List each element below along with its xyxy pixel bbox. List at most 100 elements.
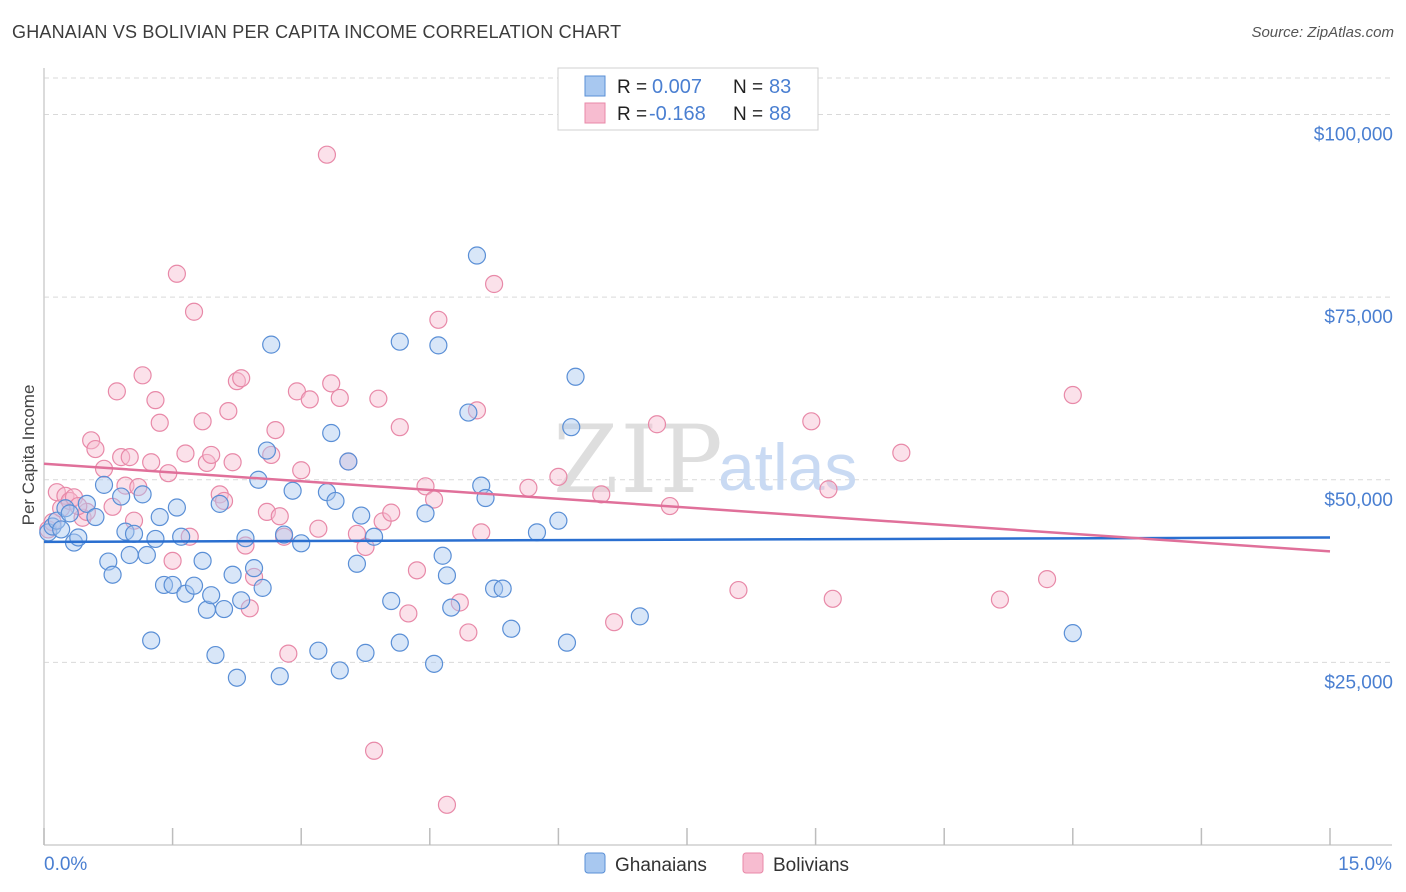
bolivians-point xyxy=(330,388,349,408)
ghanaians-point xyxy=(424,654,444,673)
stats-blue-n-label: N = xyxy=(733,77,763,98)
ghanaians-point xyxy=(493,579,512,598)
ghanaians-point xyxy=(630,607,649,626)
bolivians-point xyxy=(232,369,251,388)
ghanaians-point xyxy=(210,494,229,513)
bolivians-point xyxy=(107,382,126,401)
watermark-zip: ZIP xyxy=(553,406,725,515)
ghanaians-point xyxy=(142,631,161,650)
bolivians-point xyxy=(270,507,289,526)
ghanaians-point xyxy=(232,591,251,610)
ghanaians-point xyxy=(172,527,191,546)
ghanaians-point xyxy=(206,645,225,665)
stats-pink-n-label: N = xyxy=(733,104,763,125)
bolivians-point xyxy=(202,445,221,465)
ghanaians-point xyxy=(330,661,349,680)
trend-lines xyxy=(43,462,1331,553)
ghanaians-point xyxy=(1063,624,1082,643)
x-tick-label-min: 0.0% xyxy=(44,854,87,875)
ghanaians-point xyxy=(214,599,234,619)
ghanaians-point xyxy=(244,559,264,578)
ghanaians-points xyxy=(39,246,1082,687)
ghanaians-point xyxy=(236,529,255,548)
ghanaians-point xyxy=(146,529,165,549)
bolivians-point xyxy=(347,524,367,543)
bolivians-point xyxy=(823,589,842,608)
bolivians-point xyxy=(429,310,448,329)
ghanaians-point xyxy=(112,487,131,506)
ghanaians-point xyxy=(309,641,328,660)
ghanaians-point xyxy=(283,481,302,500)
bolivians-trend-line xyxy=(43,462,1331,553)
ghanaians-point xyxy=(227,668,246,687)
ghanaians-point xyxy=(326,491,345,511)
ghanaians-point xyxy=(77,494,96,513)
source-label: Source: ZipAtlas.com xyxy=(1251,24,1394,41)
ghanaians-point xyxy=(437,566,457,585)
y-tick-labels: $25,000 $50,000 $75,000 $100,000 xyxy=(1314,125,1393,694)
ghanaians-point xyxy=(257,441,277,460)
bolivians-point xyxy=(549,467,568,486)
x-tick-label-max: 15.0% xyxy=(1338,854,1392,875)
bolivians-point xyxy=(142,453,161,472)
ghanaians-point xyxy=(69,528,88,547)
bolivians-point xyxy=(146,391,165,410)
bolivians-point xyxy=(309,519,328,538)
legend-label-bolivians: Bolivians xyxy=(773,855,849,876)
ghanaians-point xyxy=(223,565,242,584)
y-axis-label: Per Capita Income xyxy=(19,385,38,526)
ghanaians-point xyxy=(364,527,384,546)
stats-pink-r-value: -0.168 xyxy=(649,103,706,125)
x-tick-marks xyxy=(43,828,1331,845)
bolivians-point xyxy=(399,604,418,623)
ghanaians-point xyxy=(274,525,294,544)
bolivians-point xyxy=(472,523,491,542)
bolivians-point xyxy=(605,613,624,632)
bolivians-point xyxy=(407,561,427,580)
bolivians-point xyxy=(150,413,169,432)
ghanaians-point xyxy=(467,246,487,265)
ghanaians-point xyxy=(52,520,71,539)
bolivians-point xyxy=(167,264,186,283)
axes xyxy=(43,68,1392,846)
ghanaians-point xyxy=(322,423,341,443)
bolivians-point xyxy=(390,418,409,437)
bolivians-point xyxy=(86,439,105,459)
stats-pink-n-value: 88 xyxy=(769,103,791,125)
stats-swatch-blue xyxy=(584,75,606,97)
legend-swatch-ghanaians xyxy=(584,852,606,874)
bolivians-point xyxy=(317,145,337,164)
stats-blue-n-value: 83 xyxy=(769,76,791,98)
ghanaians-point xyxy=(549,511,568,530)
ghanaians-point xyxy=(202,586,221,605)
ghanaians-point xyxy=(356,643,375,662)
bolivians-point xyxy=(82,431,101,450)
ghanaians-point xyxy=(60,504,79,523)
bolivians-point xyxy=(223,453,242,472)
watermark-atlas: atlas xyxy=(718,430,857,504)
stats-swatch-pink xyxy=(584,102,606,124)
ghanaians-point xyxy=(352,506,371,525)
y-tick-label: $75,000 xyxy=(1324,307,1393,328)
bolivians-point xyxy=(437,795,457,814)
stats-blue-r-value: 0.007 xyxy=(652,76,702,98)
ghanaians-point xyxy=(163,575,182,595)
stats-pink-r-label: R = xyxy=(617,104,647,125)
bolivians-point xyxy=(729,580,748,600)
bolivians-point xyxy=(819,480,838,499)
bolivians-point xyxy=(219,401,238,421)
bolivians-point xyxy=(287,382,307,401)
bolivians-point xyxy=(892,443,911,462)
bolivians-point xyxy=(450,593,469,612)
legend-swatch-bolivians xyxy=(742,852,764,874)
bolivians-point xyxy=(382,503,401,522)
ghanaians-point xyxy=(527,523,547,542)
ghanaians-point xyxy=(339,452,358,471)
bolivians-point xyxy=(120,448,139,467)
ghanaians-point xyxy=(557,633,577,652)
bolivians-point xyxy=(459,623,478,642)
bolivians-point xyxy=(1037,570,1057,589)
bolivians-point xyxy=(133,366,152,385)
ghanaians-point xyxy=(459,403,478,422)
